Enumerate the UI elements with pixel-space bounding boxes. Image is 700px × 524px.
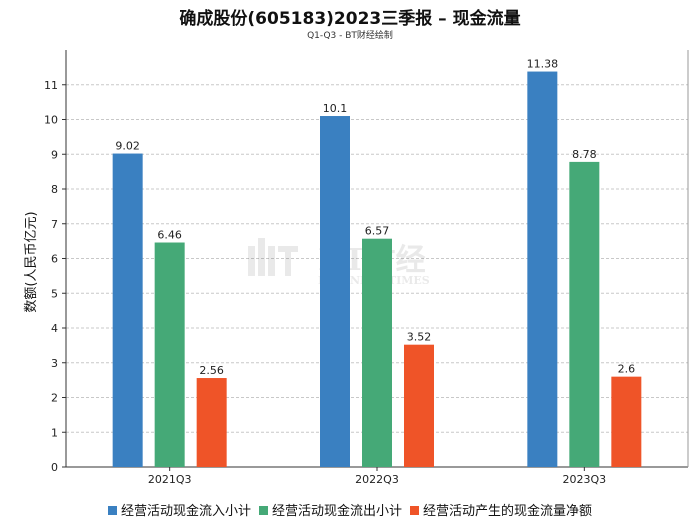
legend-label: 经营活动现金流入小计: [120, 504, 251, 519]
bar: [362, 238, 392, 467]
legend-swatch: [258, 506, 268, 515]
y-tick-label: 2: [51, 392, 58, 405]
legend-swatch: [410, 506, 419, 515]
bar-value-label: 3.52: [407, 331, 432, 344]
x-tick-label: 2021Q3: [148, 473, 192, 486]
bar-value-label: 10.1: [323, 102, 348, 115]
legend-item: 经营活动现金流入小计: [107, 500, 251, 519]
bar: [196, 378, 227, 467]
legend-item: 经营活动现金流出小计: [258, 500, 402, 519]
chart-title: 确成股份(605183)2023三季报 – 现金流量: [179, 9, 521, 29]
bar-value-label: 6.57: [365, 225, 390, 238]
x-tick-label: 2022Q3: [355, 473, 399, 486]
y-tick-label: 5: [51, 287, 58, 300]
bar-value-label: 2.56: [199, 364, 224, 377]
bar: [569, 161, 600, 467]
bar: [404, 344, 434, 467]
y-tick-label: 0: [51, 461, 58, 474]
y-tick-label: 6: [51, 253, 58, 266]
legend-swatch: [107, 506, 117, 515]
legend-item: 经营活动产生的现金流量净额: [410, 500, 592, 519]
chart-subtitle: Q1-Q3 - BT财经绘制: [307, 31, 393, 41]
x-tick-labels: 2021Q3 2022Q3 2023Q3: [148, 467, 606, 486]
legend-label: 经营活动现金流出小计: [271, 504, 402, 519]
bar-value-label: 11.38: [527, 58, 559, 71]
bar: [112, 153, 143, 467]
legend-label: 经营活动产生的现金流量净额: [423, 504, 593, 519]
bar: [154, 242, 185, 467]
y-axis-label: 数额(人民币亿元): [24, 211, 39, 312]
y-tick-label: 3: [51, 357, 58, 370]
bar-value-label: 8.78: [572, 148, 597, 161]
bar-value-label: 9.02: [115, 140, 140, 153]
y-tick-label: 9: [51, 148, 58, 161]
bar: [320, 116, 350, 468]
y-tick-label: 10: [44, 114, 58, 127]
y-tick-label: 1: [51, 426, 58, 439]
legend: 经营活动现金流入小计 经营活动现金流出小计 经营活动产生的现金流量净额: [0, 500, 700, 519]
y-tick-label: 8: [51, 183, 58, 196]
y-tick-label: 11: [44, 79, 58, 92]
bar-value-label: 6.46: [157, 229, 182, 242]
y-tick-label: 4: [51, 322, 58, 335]
bars: [112, 71, 642, 468]
y-tick-label: 7: [51, 218, 58, 231]
bar: [527, 71, 558, 468]
y-tick-labels: 0 1 2 3 4 5 6 7 8 9 10 11: [44, 79, 66, 474]
x-tick-label: 2023Q3: [563, 473, 607, 486]
bar-value-label: 2.6: [618, 363, 636, 376]
bar: [611, 376, 642, 467]
bar-value-labels: 9.02 6.46 2.56 10.1 6.57 3.52 11.38 8.78 2.6: [115, 58, 635, 377]
